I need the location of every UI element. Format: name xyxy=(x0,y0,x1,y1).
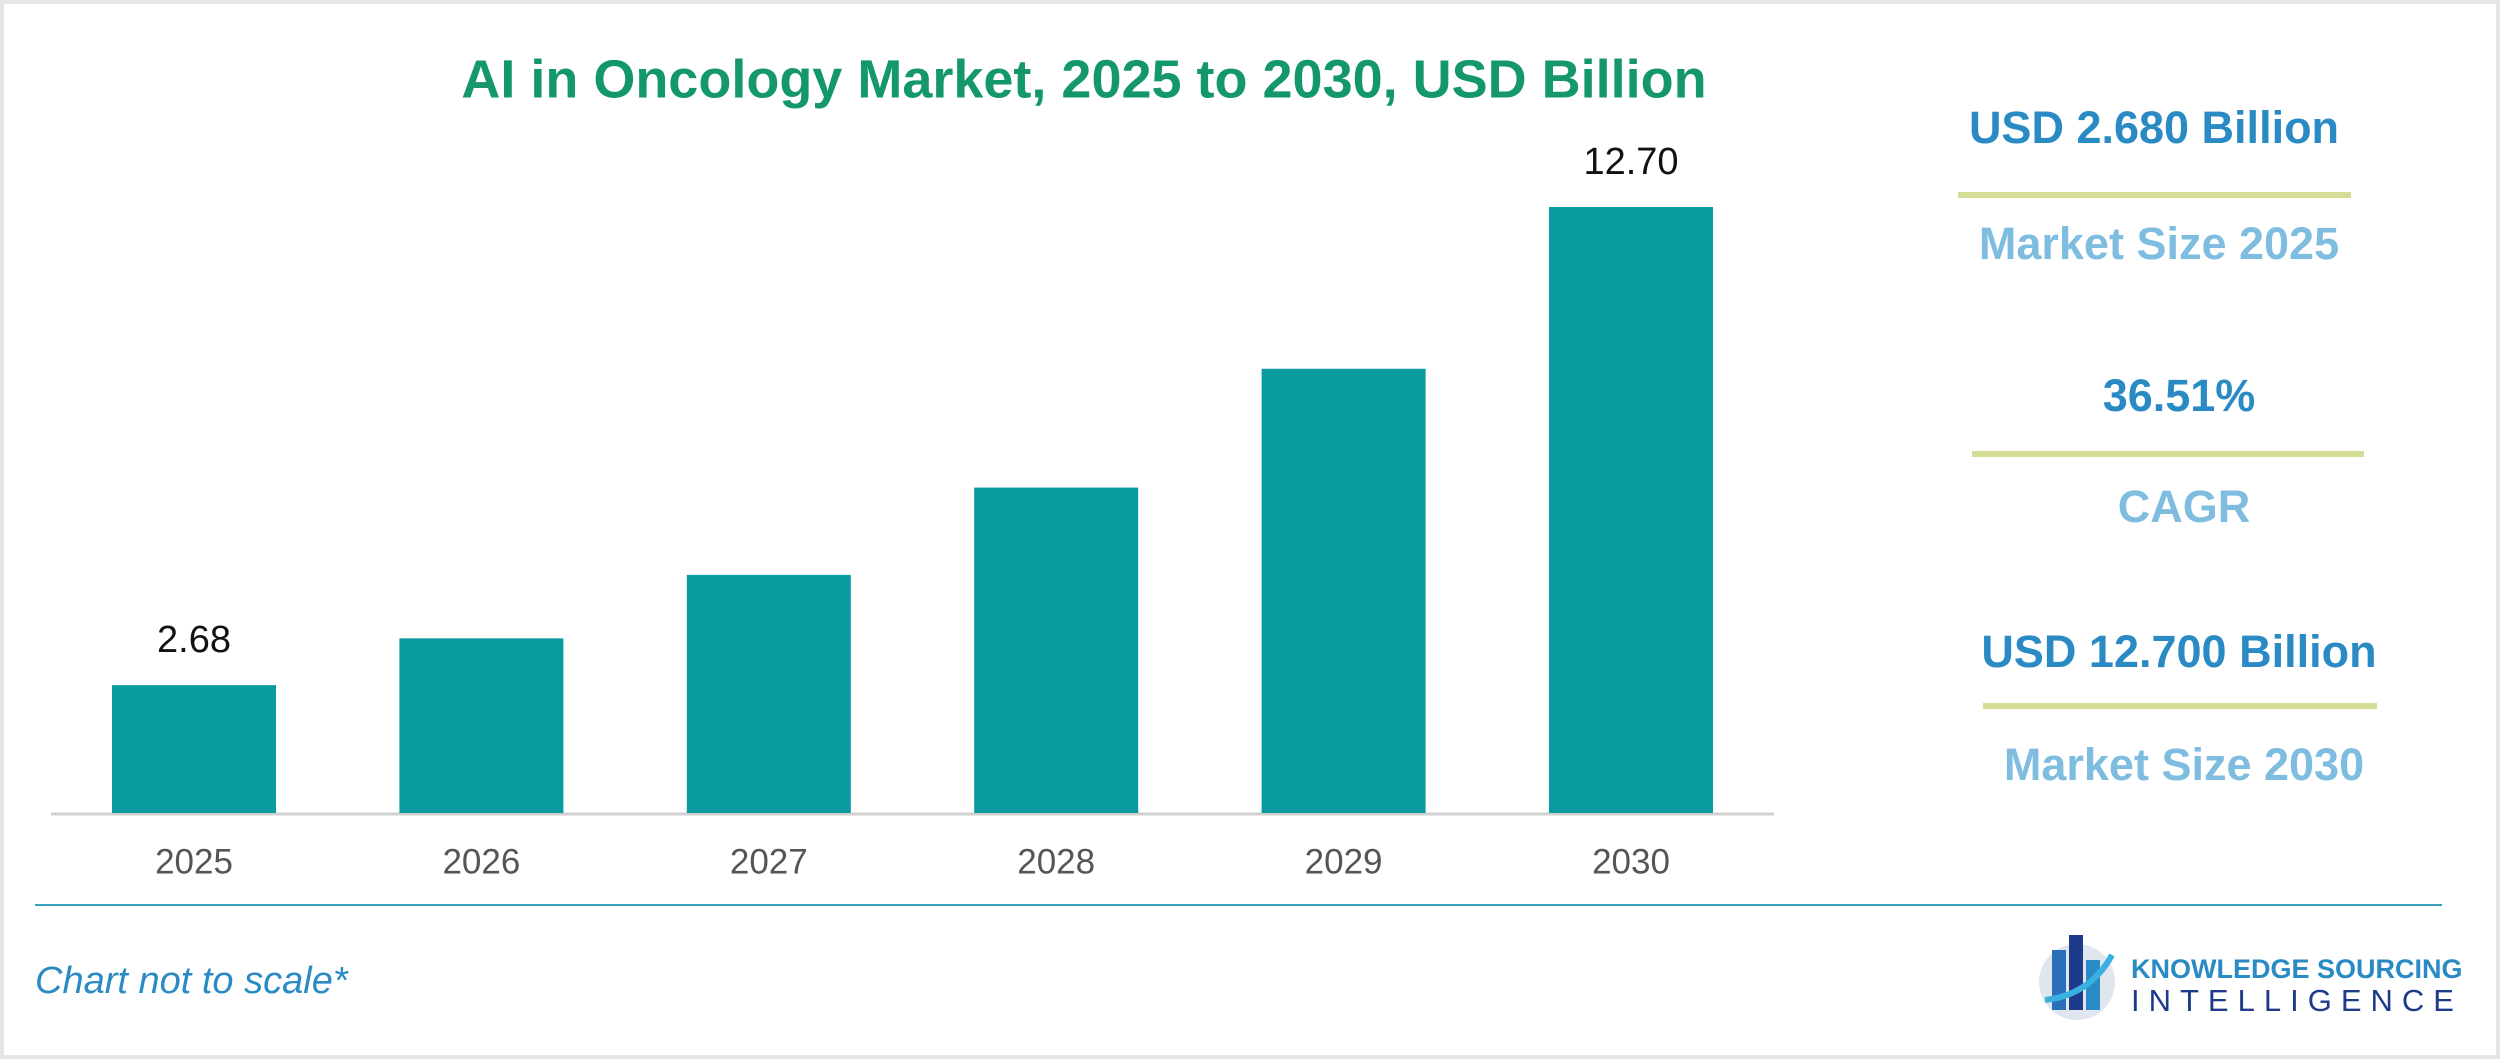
data-label: 2.68 xyxy=(157,619,231,661)
x-tick-label: 2025 xyxy=(155,842,233,881)
data-label: 12.70 xyxy=(1583,141,1678,183)
x-tick-label: 2029 xyxy=(1305,842,1383,881)
bar xyxy=(686,574,851,813)
highlight-value: USD 12.700 Billion xyxy=(1981,626,2376,677)
logo-icon xyxy=(2069,935,2083,1010)
bar xyxy=(974,487,1139,813)
x-tick-label: 2028 xyxy=(1017,842,1095,881)
bar xyxy=(1261,368,1426,813)
bar xyxy=(112,685,276,813)
bar xyxy=(399,638,564,813)
bar xyxy=(1549,207,1713,813)
logo-text: INTELLIGENCE xyxy=(2131,983,2463,1018)
footnote: Chart not to scale* xyxy=(35,960,349,1002)
highlight-label: CAGR xyxy=(2118,481,2251,532)
highlight-value: USD 2.680 Billion xyxy=(1969,102,2339,153)
x-tick-label: 2030 xyxy=(1592,842,1670,881)
chart-title: AI in Oncology Market, 2025 to 2030, USD… xyxy=(461,49,1706,109)
highlight-label: Market Size 2030 xyxy=(2004,739,2364,790)
x-tick-label: 2027 xyxy=(730,842,808,881)
x-tick-label: 2026 xyxy=(442,842,520,881)
logo-text: KNOWLEDGE SOURCING xyxy=(2131,954,2463,984)
logo: KNOWLEDGE SOURCING INTELLIGENCE xyxy=(2039,935,2463,1020)
highlight-label: Market Size 2025 xyxy=(1979,218,2339,269)
logo-icon xyxy=(2044,953,2115,1003)
highlight-value: 36.51% xyxy=(2103,370,2256,421)
